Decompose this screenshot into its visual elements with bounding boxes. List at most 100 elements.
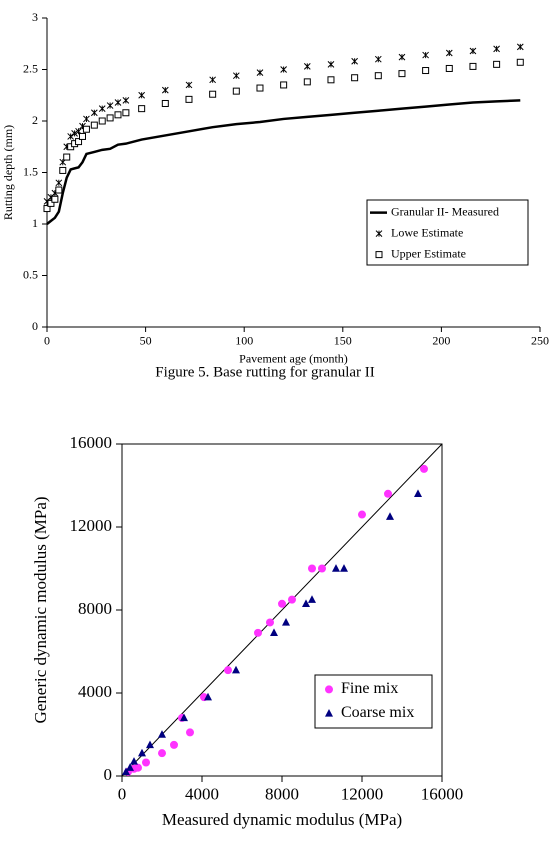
- marker: [180, 713, 188, 722]
- marker: [516, 43, 524, 51]
- marker: [138, 91, 146, 99]
- marker: [98, 117, 106, 125]
- marker: [302, 599, 310, 607]
- marker: [134, 763, 142, 772]
- x-tick-label: 100: [235, 333, 253, 347]
- marker: [106, 102, 114, 109]
- y-tick-label: 12000: [70, 516, 113, 535]
- legend-label: Upper Estimate: [391, 246, 466, 260]
- marker: [420, 464, 428, 473]
- x-tick-label: 50: [140, 333, 152, 347]
- marker: [232, 87, 240, 95]
- marker: [71, 130, 78, 137]
- marker: [82, 125, 90, 133]
- marker: [422, 67, 430, 75]
- y-tick-label: 0: [104, 765, 113, 784]
- marker: [288, 595, 296, 604]
- y-tick-label: 2.5: [23, 61, 38, 75]
- marker: [158, 730, 166, 738]
- marker: [303, 63, 311, 70]
- marker: [351, 74, 359, 82]
- marker: [51, 195, 59, 203]
- marker: [493, 60, 501, 68]
- marker: [384, 489, 392, 498]
- marker: [224, 666, 232, 675]
- x-tick-label: 150: [334, 333, 352, 347]
- marker: [358, 510, 366, 519]
- marker: [122, 109, 130, 117]
- marker: [146, 740, 154, 749]
- x-tick-label: 250: [531, 333, 549, 347]
- marker: [318, 564, 326, 573]
- y-tick-label: 0.5: [23, 267, 38, 281]
- marker: [126, 763, 134, 771]
- y-tick-label: 3: [32, 10, 38, 24]
- marker: [325, 685, 333, 694]
- marker: [374, 72, 382, 80]
- marker: [138, 748, 146, 757]
- marker: [158, 749, 166, 758]
- marker: [67, 133, 75, 140]
- marker: [422, 51, 429, 59]
- marker: [374, 55, 382, 63]
- marker: [469, 47, 477, 55]
- marker: [43, 205, 51, 213]
- marker: [386, 512, 394, 520]
- x-tick-label: 12000: [341, 785, 384, 804]
- y-tick-label: 0: [32, 319, 38, 333]
- marker: [55, 179, 63, 187]
- y-axis-label: Generic dynamic modulus (MPa): [31, 496, 50, 723]
- marker: [516, 58, 524, 66]
- marker: [303, 78, 311, 86]
- marker: [83, 115, 90, 123]
- marker: [308, 564, 316, 573]
- marker: [351, 57, 358, 65]
- marker: [75, 138, 83, 146]
- legend-box: [314, 674, 433, 729]
- marker: [122, 767, 130, 776]
- x-axis-label: Measured dynamic modulus (MPa): [162, 810, 402, 829]
- marker: [282, 618, 290, 626]
- legend-box: [366, 199, 529, 266]
- legend-label: Granular II- Measured: [391, 204, 499, 218]
- marker: [63, 153, 71, 161]
- marker: [186, 728, 194, 737]
- marker: [256, 84, 264, 92]
- marker: [90, 121, 98, 129]
- marker: [130, 757, 138, 765]
- marker: [280, 66, 287, 73]
- equality-line: [121, 443, 443, 777]
- marker: [209, 76, 217, 84]
- marker: [90, 109, 98, 117]
- marker: [114, 99, 122, 106]
- legend-label: Fine mix: [341, 680, 398, 697]
- marker: [308, 595, 316, 603]
- y-tick-label: 1: [32, 216, 38, 230]
- series-line: [46, 99, 521, 225]
- marker: [469, 62, 477, 70]
- marker: [232, 665, 240, 674]
- marker: [47, 199, 55, 207]
- marker: [59, 166, 67, 174]
- marker: [332, 564, 340, 572]
- x-tick-label: 200: [432, 333, 450, 347]
- marker: [325, 709, 333, 717]
- marker: [185, 81, 193, 89]
- marker: [254, 628, 262, 637]
- marker: [256, 69, 264, 76]
- x-tick-label: 0: [118, 785, 127, 804]
- marker: [398, 53, 406, 61]
- marker: [209, 90, 217, 98]
- y-tick-label: 4000: [78, 682, 112, 701]
- marker: [138, 105, 146, 113]
- marker: [98, 105, 106, 112]
- marker: [106, 114, 114, 122]
- y-tick-label: 2: [32, 113, 38, 127]
- marker: [414, 489, 422, 497]
- x-tick-label: 4000: [185, 785, 219, 804]
- marker: [340, 564, 348, 572]
- x-tick-label: 0: [44, 333, 50, 347]
- marker: [398, 70, 406, 78]
